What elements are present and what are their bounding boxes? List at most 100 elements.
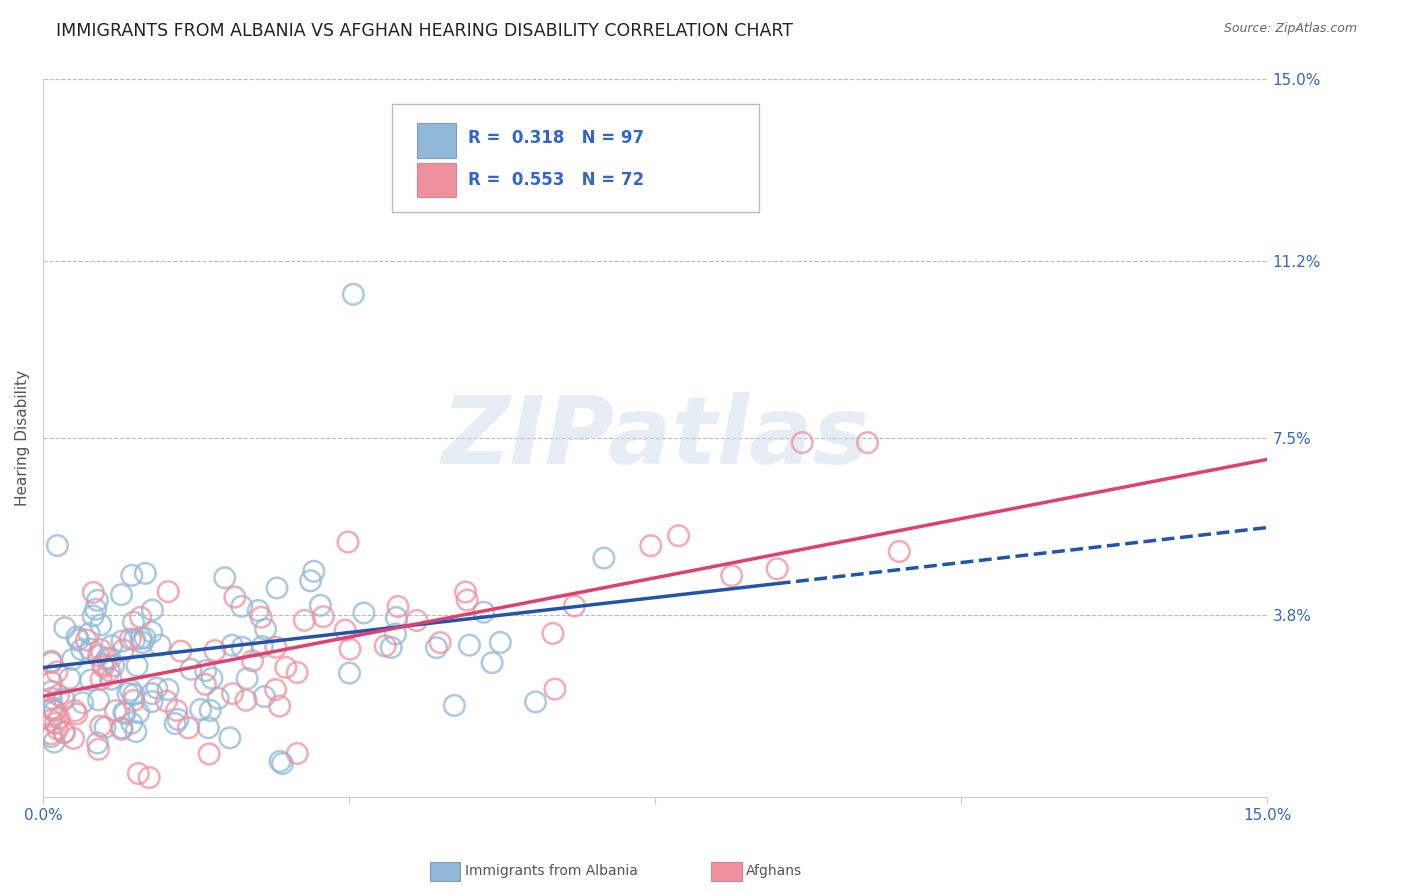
Point [52,725,75,739]
Point [87,742,110,756]
Point [131,635,153,649]
Point [79,673,101,687]
Point [197,721,219,735]
Point [271,756,294,771]
Point [141,625,163,640]
Point [134,631,156,645]
Point [429,635,451,649]
Point [46,539,69,553]
Point [90,672,112,686]
Point [41,702,63,716]
Point [141,687,163,701]
Point [62,731,84,746]
Point [204,643,226,657]
Point [110,588,132,602]
Point [218,731,240,745]
Point [221,687,243,701]
Point [66,706,89,721]
Point [86,593,108,607]
Point [112,643,135,657]
Point [190,702,212,716]
Point [66,630,89,644]
Point [90,617,112,632]
Point [387,599,409,614]
Point [90,719,112,733]
Point [41,684,63,698]
Point [70,642,93,657]
Point [141,694,163,708]
Point [93,660,115,674]
Text: IMMIGRANTS FROM ALBANIA VS AFGHAN HEARING DISABILITY CORRELATION CHART: IMMIGRANTS FROM ALBANIA VS AFGHAN HEARIN… [56,22,793,40]
Point [59,671,82,685]
Point [44,735,66,749]
Point [792,435,814,450]
Point [592,551,614,566]
Point [100,672,122,686]
Point [53,621,76,635]
Point [111,721,134,735]
Point [766,562,789,576]
Point [138,771,160,785]
Point [201,671,224,685]
Point [640,539,662,553]
Point [214,571,236,585]
Point [374,639,396,653]
Point [170,644,193,658]
Point [456,593,478,607]
Point [100,639,122,653]
Point [63,704,86,718]
Point [247,603,270,617]
Point [384,627,406,641]
Text: Source: ZipAtlas.com: Source: ZipAtlas.com [1223,22,1357,36]
Point [720,568,742,582]
Point [274,660,297,674]
Point [269,755,291,769]
Point [41,654,63,668]
Point [41,727,63,741]
Point [285,747,308,761]
Point [889,544,911,558]
Point [46,722,69,736]
Point [111,723,134,737]
Point [458,638,481,652]
Point [472,605,495,619]
Point [120,632,142,646]
Point [121,568,143,582]
Point [67,632,90,647]
Point [443,698,465,713]
Point [353,606,375,620]
Point [82,609,104,624]
Point [103,658,125,673]
Point [269,699,291,714]
Point [221,638,243,652]
Point [149,638,172,652]
Point [454,585,477,599]
Point [129,631,152,645]
Point [104,704,127,718]
Point [44,716,66,731]
Point [53,725,76,739]
Point [266,581,288,595]
Point [45,665,67,679]
Point [98,664,121,678]
Point [524,695,547,709]
Point [146,681,169,695]
Point [53,692,76,706]
Point [96,651,118,665]
Point [541,626,564,640]
Point [235,693,257,707]
Point [309,599,332,613]
Point [157,584,180,599]
Point [299,574,322,588]
Point [544,682,567,697]
Point [98,651,121,665]
Point [41,730,63,744]
Point [127,659,149,673]
Point [122,693,145,707]
Point [44,704,66,718]
FancyBboxPatch shape [416,123,456,158]
Y-axis label: Hearing Disability: Hearing Disability [15,370,30,506]
Point [294,613,316,627]
Text: R =  0.553   N = 72: R = 0.553 N = 72 [468,171,644,189]
Point [128,706,150,720]
